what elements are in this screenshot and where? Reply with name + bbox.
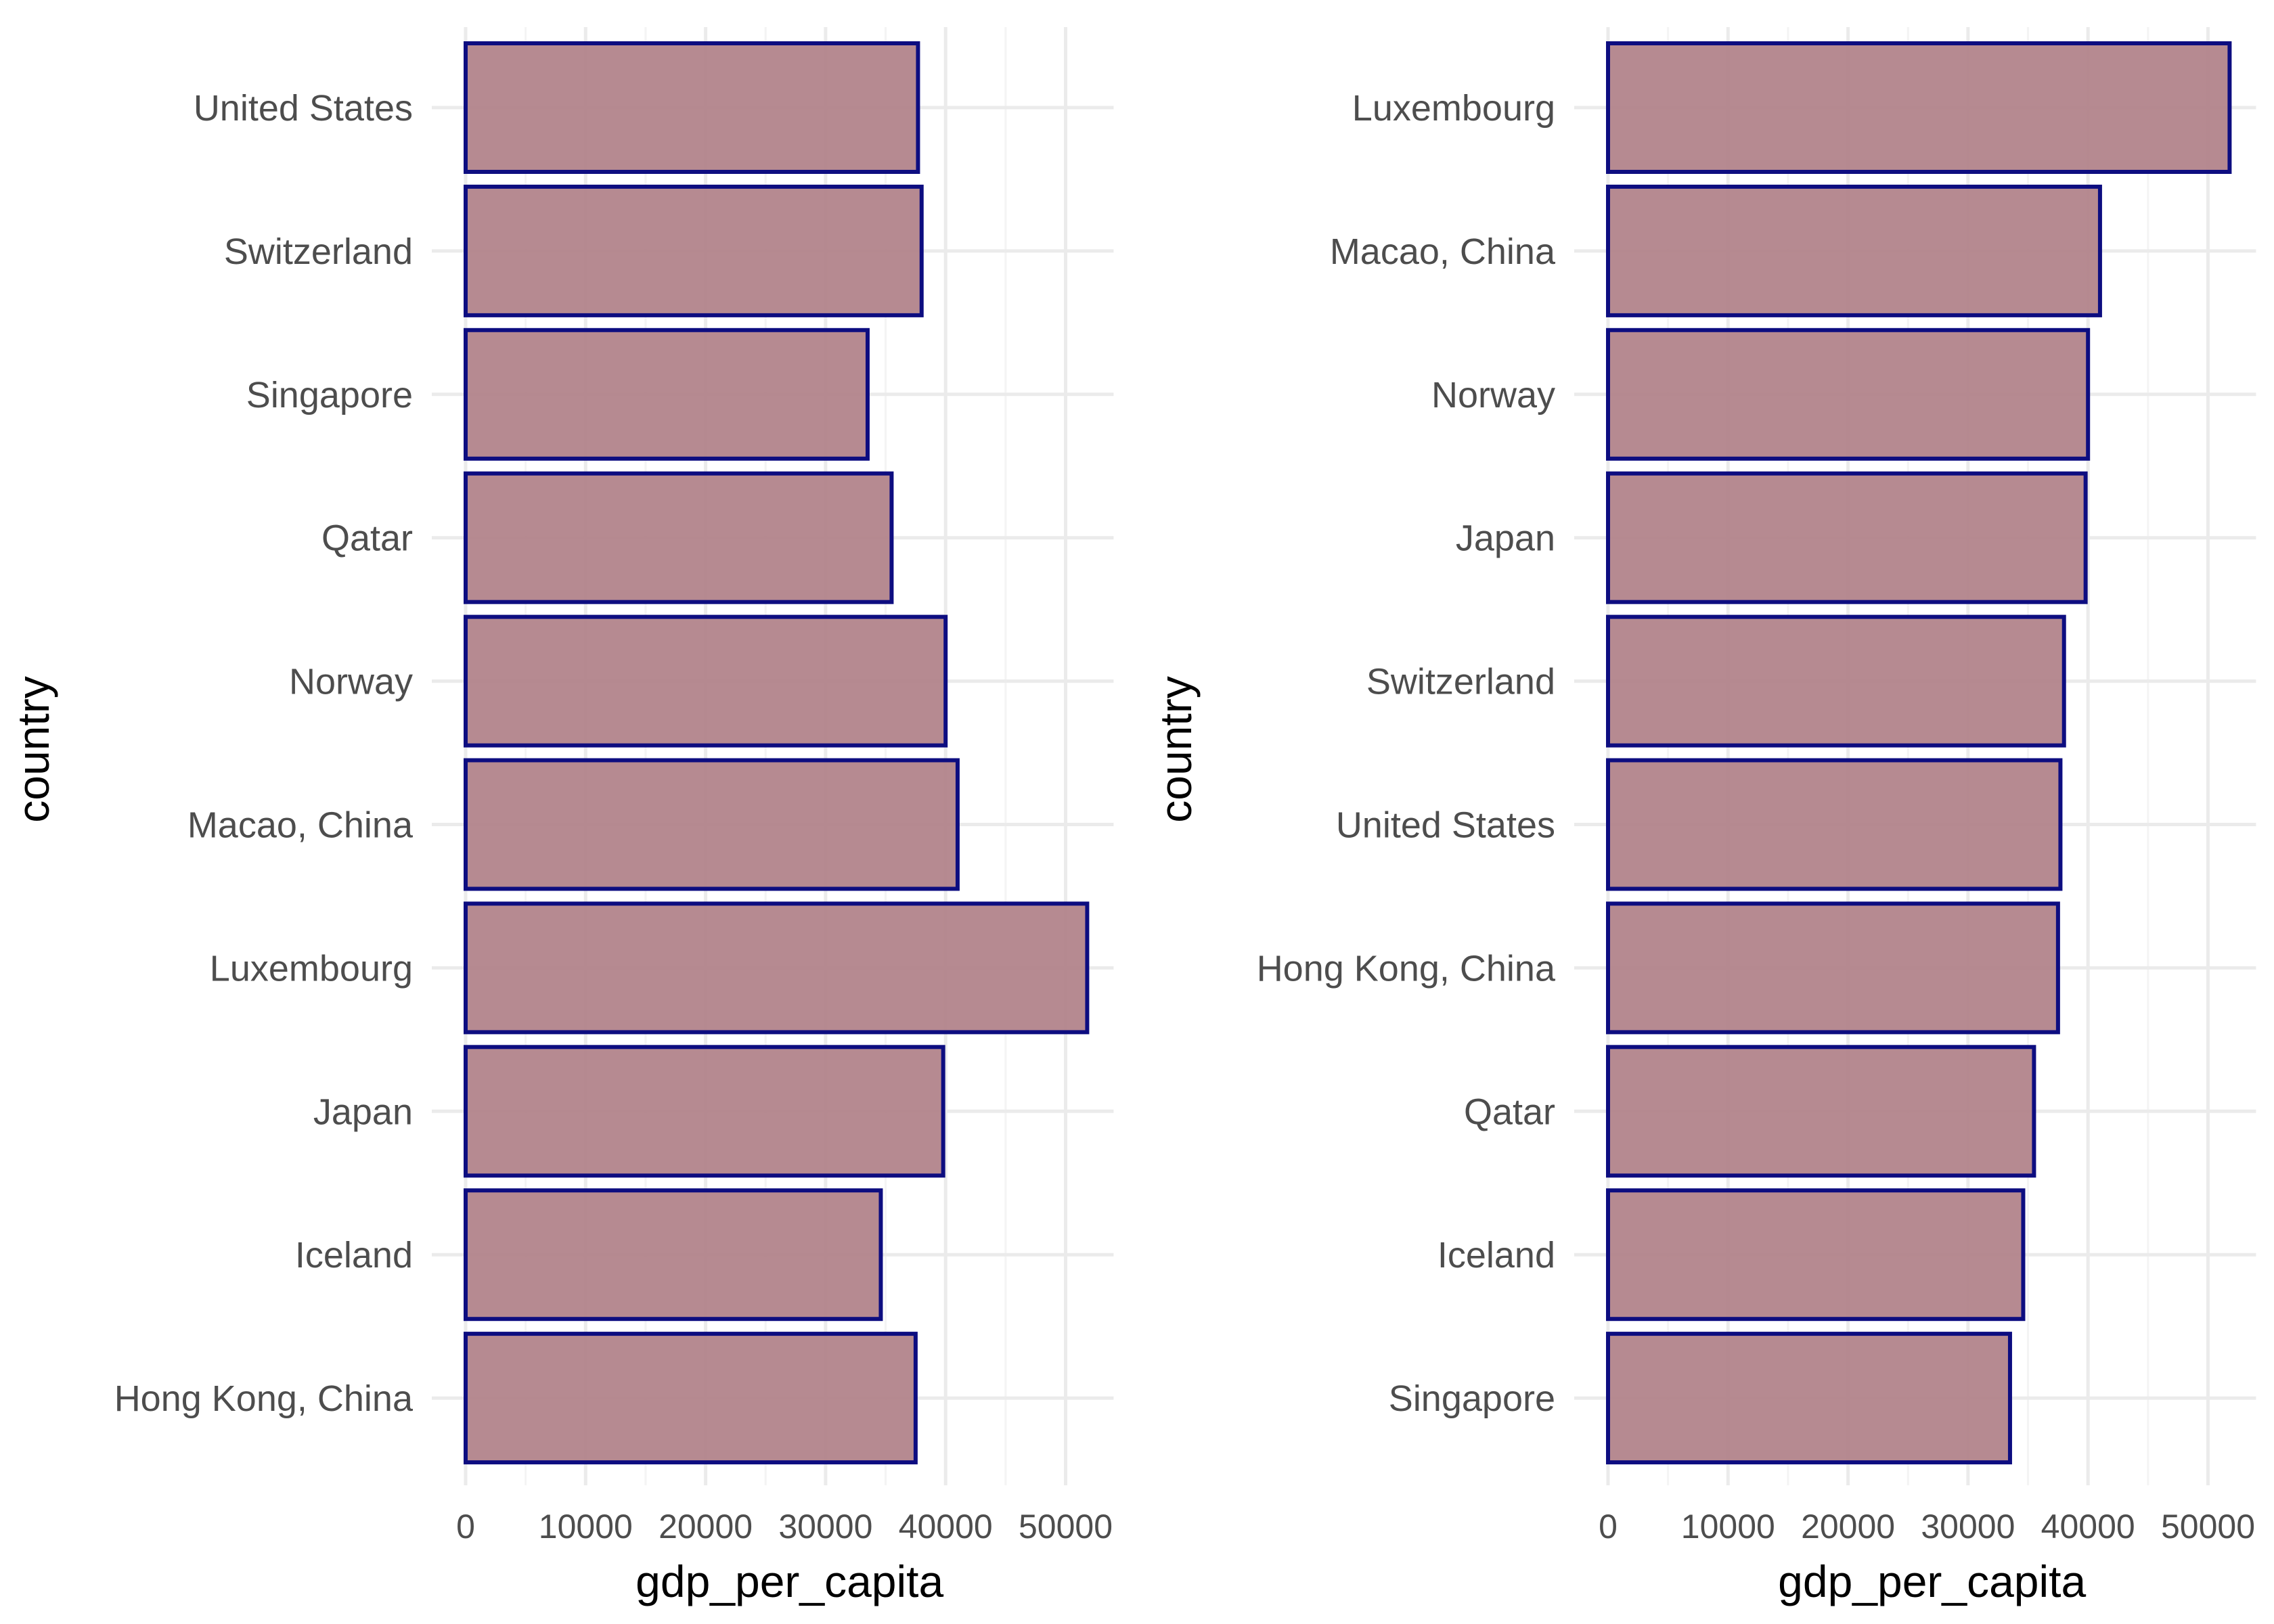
x-tick-label: 20000: [1801, 1508, 1895, 1546]
x-tick-label: 30000: [1921, 1508, 2015, 1546]
bar-iceland: [1606, 1188, 2026, 1322]
bar-macao-china: [464, 758, 960, 891]
category-label: Singapore: [1389, 1378, 1555, 1419]
category-label: Qatar: [321, 518, 413, 559]
category-label: Qatar: [1464, 1091, 1555, 1132]
left-chart-panel: United States Switzerland Singapore Qatar No…: [8, 27, 1114, 1606]
bar-hong-kong-china: [464, 1332, 918, 1465]
category-label: Norway: [289, 662, 413, 702]
bar-switzerland: [464, 184, 924, 317]
x-tick-label: 30000: [778, 1508, 872, 1546]
x-tick-label: 10000: [539, 1508, 633, 1546]
x-tick-label: 20000: [659, 1508, 753, 1546]
category-label: Hong Kong, China: [1257, 948, 1556, 989]
bar-switzerland: [1606, 614, 2066, 748]
bar-qatar: [1606, 1045, 2036, 1178]
x-tick-label: 40000: [899, 1508, 993, 1546]
bar-japan: [464, 1045, 945, 1178]
bar-singapore: [1606, 1332, 2012, 1465]
x-axis-title: gdp_per_capita: [636, 1556, 943, 1606]
y-axis-title: country: [8, 676, 58, 822]
bar-norway: [1606, 328, 2091, 461]
x-tick-label: 40000: [2041, 1508, 2135, 1546]
bar-hong-kong-china: [1606, 901, 2060, 1035]
x-tick-label: 0: [456, 1508, 475, 1546]
x-tick-label: 50000: [1019, 1508, 1113, 1546]
bar-norway: [464, 614, 948, 748]
right-chart-panel: Luxembourg Macao, China Norway Japan Switzer…: [1151, 27, 2256, 1606]
category-label: Switzerland: [224, 231, 413, 272]
bar-macao-china: [1606, 184, 2102, 317]
category-label: United States: [1336, 805, 1555, 846]
bar-luxembourg: [464, 901, 1090, 1035]
bar-iceland: [464, 1188, 883, 1322]
category-label: Japan: [1456, 518, 1555, 559]
bar-united-states: [1606, 758, 2063, 891]
category-label: Macao, China: [1330, 231, 1556, 272]
x-tick-label: 50000: [2161, 1508, 2255, 1546]
bar-qatar: [464, 471, 894, 604]
category-label: Singapore: [246, 375, 413, 415]
category-label: Hong Kong, China: [114, 1378, 414, 1419]
category-label: United States: [194, 88, 413, 129]
category-label: Iceland: [1437, 1235, 1555, 1276]
category-label: Switzerland: [1366, 662, 1555, 702]
bar-singapore: [464, 328, 870, 461]
category-label: Luxembourg: [1352, 88, 1555, 129]
x-tick-label: 0: [1599, 1508, 1618, 1546]
category-label: Norway: [1431, 375, 1555, 415]
category-label: Macao, China: [187, 805, 414, 846]
category-label: Iceland: [295, 1235, 413, 1276]
y-axis-title: country: [1151, 676, 1201, 822]
bar-luxembourg: [1606, 41, 2232, 174]
x-tick-label: 10000: [1681, 1508, 1775, 1546]
category-label: Luxembourg: [210, 948, 413, 989]
bar-united-states: [464, 41, 920, 174]
x-axis-title: gdp_per_capita: [1778, 1556, 2086, 1606]
bar-japan: [1606, 471, 2088, 604]
category-label: Japan: [313, 1091, 413, 1132]
